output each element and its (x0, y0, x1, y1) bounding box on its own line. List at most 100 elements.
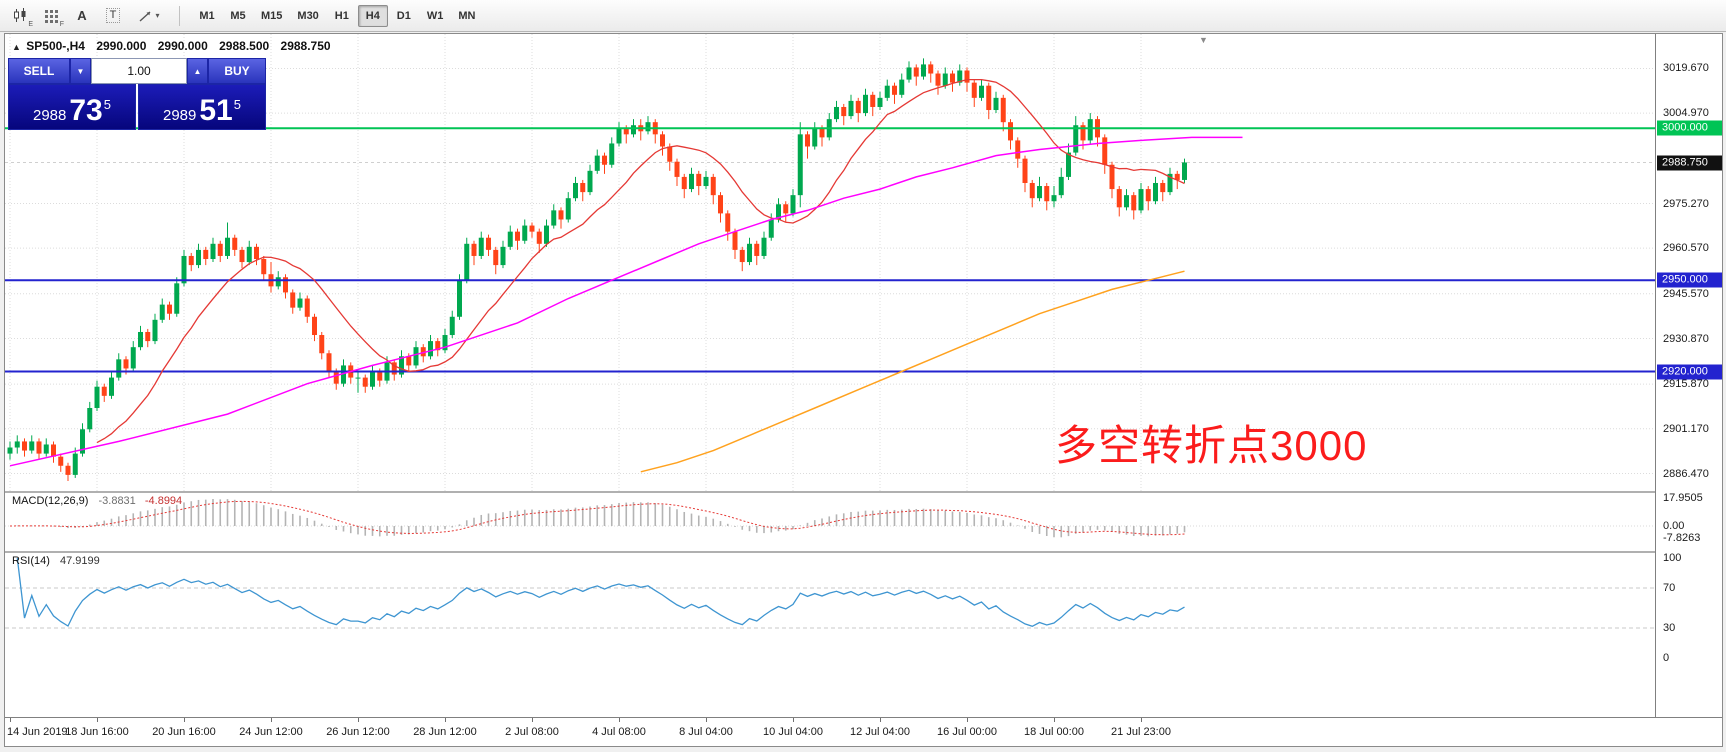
timeframe-w1-button[interactable]: W1 (426, 9, 444, 22)
low-value: 2988.500 (219, 39, 270, 53)
timeframe-mn-button[interactable]: MN (458, 9, 476, 22)
time-label: 20 Jun 16:00 (152, 726, 216, 738)
time-tick (619, 718, 620, 722)
time-tick (358, 718, 359, 722)
bid-pip-digit: 5 (103, 97, 111, 112)
price-tick-label: 2901.170 (1663, 422, 1709, 435)
time-label: 18 Jul 00:00 (1024, 726, 1084, 738)
rsi-axis-label: 30 (1663, 622, 1676, 634)
ask-price-display[interactable]: 2989 51 5 (138, 84, 266, 130)
chart-shift-marker: ▼ (1199, 35, 1208, 45)
ask-pip-digit: 5 (233, 97, 241, 112)
timeframe-h4-button[interactable]: H4 (357, 4, 388, 27)
macd-signal-value: -4.8994 (144, 495, 183, 507)
timeframe-d1-button[interactable]: D1 (396, 9, 411, 22)
timeframe-m30-button[interactable]: M30 (297, 9, 319, 22)
time-tick (706, 718, 707, 722)
price-tick-label: 2886.470 (1663, 467, 1709, 480)
time-tick (1141, 718, 1142, 722)
icon-subscript-f: F (59, 20, 64, 28)
time-tick (445, 718, 446, 722)
volume-input[interactable] (91, 58, 187, 84)
time-tick (97, 718, 98, 722)
price-tick-label: 2960.570 (1663, 242, 1709, 255)
letter-t-icon: T (105, 8, 121, 23)
rsi-value: 47.9199 (59, 555, 100, 567)
macd-axis-label: 17.9505 (1663, 492, 1703, 505)
open-value: 2990.000 (96, 39, 147, 53)
buy-button[interactable]: BUY (208, 58, 266, 84)
cursor-tool-button[interactable]: A (68, 4, 96, 28)
time-label: 8 Jul 04:00 (679, 726, 733, 738)
macd-axis-label: -7.8263 (1663, 532, 1701, 545)
bid-price-display[interactable]: 2988 73 5 (8, 84, 136, 130)
timeframe-bar: M1 M5 M15 M30 H1 H4 D1 W1 MN (192, 4, 483, 27)
time-label: 26 Jun 12:00 (326, 726, 390, 738)
price-tick-label: 3019.670 (1663, 62, 1709, 75)
timeframe-h1-button[interactable]: H1 (334, 9, 349, 22)
price-tick-label: 2930.870 (1663, 332, 1709, 345)
time-label: 18 Jun 16:00 (65, 726, 129, 738)
rsi-indicator-label: RSI(14) 47.9199 (12, 555, 100, 567)
time-axis[interactable]: 14 Jun 2019 18 Jun 16:00 20 Jun 16:00 24 Ju… (5, 717, 1722, 746)
icon-subscript-e: E (28, 20, 33, 28)
price-tick-label: 2915.870 (1663, 378, 1709, 391)
timeframe-m1-button[interactable]: M1 (199, 9, 215, 22)
macd-axis-label: 0.00 (1663, 520, 1685, 532)
one-click-trade-panel: SELL ▼ ▲ BUY 2988 73 5 2989 51 5 (8, 58, 266, 130)
time-tick (880, 718, 881, 722)
high-value: 2990.000 (157, 39, 208, 53)
bid-big-digits: 73 (69, 94, 103, 128)
time-tick (532, 718, 533, 722)
price-level-badge: 3000.000 (1657, 120, 1722, 136)
chart-window[interactable]: ▼ ▲ SP500-,H4 2990.000 2990.000 2988.500… (4, 33, 1723, 747)
text-tool-button[interactable]: T (99, 4, 127, 28)
price-tick-label: 3004.970 (1663, 107, 1709, 120)
time-label: 21 Jul 23:00 (1111, 726, 1171, 738)
time-label: 12 Jul 04:00 (850, 726, 910, 738)
chart-ohlc-header: ▲ SP500-,H4 2990.000 2990.000 2988.500 2… (12, 39, 333, 53)
time-tick (184, 718, 185, 722)
drawing-tools-button[interactable]: ▾ (130, 4, 168, 28)
time-label: 24 Jun 12:00 (239, 726, 303, 738)
annotation-text: 多空转折点3000 (1055, 422, 1368, 469)
time-tick (1054, 718, 1055, 722)
close-value: 2988.750 (280, 39, 331, 53)
current-price-badge: 2988.750 (1657, 155, 1722, 170)
chevron-down-icon: ▾ (155, 11, 160, 20)
grid-icon (45, 9, 58, 23)
volume-increase-button[interactable]: ▲ (187, 58, 208, 84)
symbol-timeframe-label: SP500-,H4 (26, 39, 85, 53)
price-tick-label: 2945.570 (1663, 287, 1709, 300)
time-label: 4 Jul 08:00 (592, 726, 646, 738)
price-level-badge: 2920.000 (1657, 364, 1722, 379)
price-level-badge: 2950.000 (1657, 272, 1722, 288)
rsi-axis-label: 100 (1663, 552, 1682, 564)
timeframe-m15-button[interactable]: M15 (261, 9, 283, 22)
ask-prefix: 2989 (163, 106, 197, 124)
rsi-axis-label: 0 (1663, 652, 1670, 664)
trendline-arrow-icon (140, 10, 151, 22)
market-grid-button[interactable]: F (37, 4, 65, 28)
timeframe-m5-button[interactable]: M5 (230, 9, 246, 22)
chart-type-candlestick-button[interactable]: E (6, 4, 34, 28)
time-label: 10 Jul 04:00 (763, 726, 823, 738)
time-tick (271, 718, 272, 722)
macd-main-value: -3.8831 (98, 495, 136, 507)
macd-indicator-label: MACD(12,26,9) -3.8831 -4.8994 (12, 495, 182, 507)
price-axis[interactable]: 3019.670 3004.970 2975.270 2960.570 2945.570… (1655, 34, 1722, 717)
chart-canvas[interactable] (5, 34, 1655, 717)
macd-name: MACD(12,26,9) (12, 495, 89, 507)
time-label: 28 Jun 12:00 (413, 726, 477, 738)
time-label: 14 Jun 2019 (7, 726, 68, 738)
letter-a-icon: A (77, 8, 87, 23)
ask-big-digits: 51 (199, 94, 233, 128)
time-tick (967, 718, 968, 722)
time-label: 2 Jul 08:00 (505, 726, 559, 738)
rsi-axis-label: 70 (1663, 582, 1676, 594)
toolbar: E F A T ▾ M1 M5 M15 M30 H1 H4 D1 W1 MN (0, 0, 1726, 32)
volume-decrease-button[interactable]: ▼ (70, 58, 91, 84)
price-tick-label: 2975.270 (1663, 197, 1709, 210)
up-arrow-icon: ▲ (12, 42, 21, 52)
sell-button[interactable]: SELL (8, 58, 70, 84)
